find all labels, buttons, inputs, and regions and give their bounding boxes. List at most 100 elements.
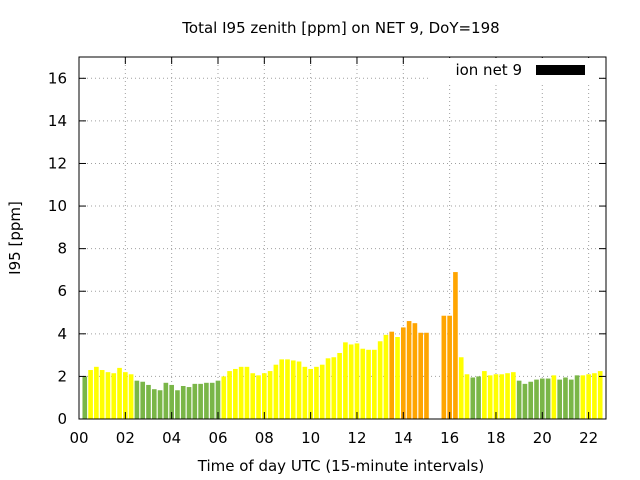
- bar: [296, 361, 302, 419]
- bar: [424, 332, 429, 419]
- bar: [580, 375, 586, 419]
- x-tick-label: 08: [255, 429, 274, 447]
- bar: [557, 379, 562, 419]
- bar: [389, 331, 395, 419]
- bar: [377, 341, 383, 419]
- bar: [470, 377, 476, 419]
- bar: [302, 366, 308, 419]
- x-tick-label: 18: [486, 429, 505, 447]
- x-tick-label: 02: [116, 429, 135, 447]
- x-axis-label: Time of day UTC (15-minute intervals): [197, 457, 484, 475]
- bar: [163, 382, 169, 419]
- bar: [325, 358, 331, 419]
- bar: [511, 372, 516, 419]
- bar: [134, 380, 140, 419]
- bar: [262, 373, 267, 419]
- plot-frame: [78, 56, 607, 420]
- bar: [343, 342, 348, 419]
- bar: [499, 374, 505, 419]
- bar: [250, 373, 256, 419]
- bar: [204, 382, 209, 419]
- bar: [82, 376, 88, 419]
- bar: [354, 343, 360, 419]
- bar: [331, 357, 337, 419]
- y-axis-label: I95 [ppm]: [6, 201, 24, 275]
- x-tick-label: 00: [69, 429, 88, 447]
- bar: [267, 371, 273, 419]
- bar: [117, 367, 122, 419]
- bar: [233, 368, 238, 419]
- bar: [209, 382, 215, 419]
- bar: [563, 377, 568, 419]
- x-tick-label: 12: [347, 429, 366, 447]
- bar: [256, 375, 261, 419]
- bar: [372, 349, 377, 419]
- bar: [273, 364, 279, 419]
- x-tick-label: 14: [394, 429, 413, 447]
- bar: [337, 352, 342, 419]
- bar: [348, 344, 354, 419]
- bar: [406, 321, 412, 419]
- y-tick-label: 10: [48, 197, 67, 215]
- bar: [482, 371, 487, 419]
- bar: [99, 370, 105, 419]
- bar: [314, 366, 319, 419]
- bar: [522, 383, 528, 419]
- bar: [180, 385, 186, 419]
- y-tick-label: 4: [57, 325, 67, 343]
- x-tick-label: 10: [301, 429, 320, 447]
- bar: [308, 368, 313, 419]
- bar: [586, 374, 591, 419]
- bar: [140, 381, 146, 419]
- bar: [487, 375, 493, 419]
- bar: [366, 349, 371, 419]
- bar: [551, 375, 557, 419]
- bar: [123, 372, 128, 419]
- bar: [111, 373, 117, 419]
- bar: [493, 374, 499, 419]
- bar: [418, 332, 423, 419]
- bar: [146, 384, 151, 419]
- bar: [400, 327, 406, 419]
- bar: [528, 381, 534, 419]
- bar: [534, 379, 539, 419]
- bar: [285, 359, 290, 419]
- y-tick-label: 6: [57, 282, 67, 300]
- bar: [464, 374, 470, 419]
- bar: [383, 334, 389, 419]
- bar: [244, 366, 250, 419]
- bar: [458, 357, 464, 419]
- bar: [539, 378, 545, 419]
- bar: [447, 315, 452, 419]
- x-tick-label: 20: [533, 429, 552, 447]
- x-tick-label: 04: [162, 429, 181, 447]
- bar: [453, 272, 458, 419]
- y-tick-label: 8: [57, 240, 67, 258]
- bar: [545, 378, 551, 419]
- y-tick-label: 14: [48, 112, 67, 130]
- x-tick-label: 22: [579, 429, 598, 447]
- bar: [395, 337, 400, 419]
- bar: [186, 387, 192, 419]
- bar: [319, 364, 325, 419]
- bar: [476, 376, 481, 419]
- bar: [221, 376, 227, 419]
- bar: [192, 383, 198, 419]
- legend-label: ion net 9: [455, 61, 522, 79]
- bar: [412, 323, 418, 419]
- bar: [157, 390, 163, 419]
- bar: [516, 380, 522, 419]
- y-tick-label: 2: [57, 367, 67, 385]
- bar: [279, 359, 285, 419]
- bar-series: [82, 272, 603, 419]
- grid-lines: [79, 57, 606, 419]
- bar: [151, 389, 157, 419]
- legend-swatch: [536, 65, 585, 75]
- bar: [198, 383, 203, 419]
- y-tick-label: 12: [48, 154, 67, 172]
- y-tick-label: 0: [57, 410, 67, 428]
- x-tick-label: 06: [208, 429, 227, 447]
- bar: [574, 375, 580, 419]
- bar: [505, 373, 510, 419]
